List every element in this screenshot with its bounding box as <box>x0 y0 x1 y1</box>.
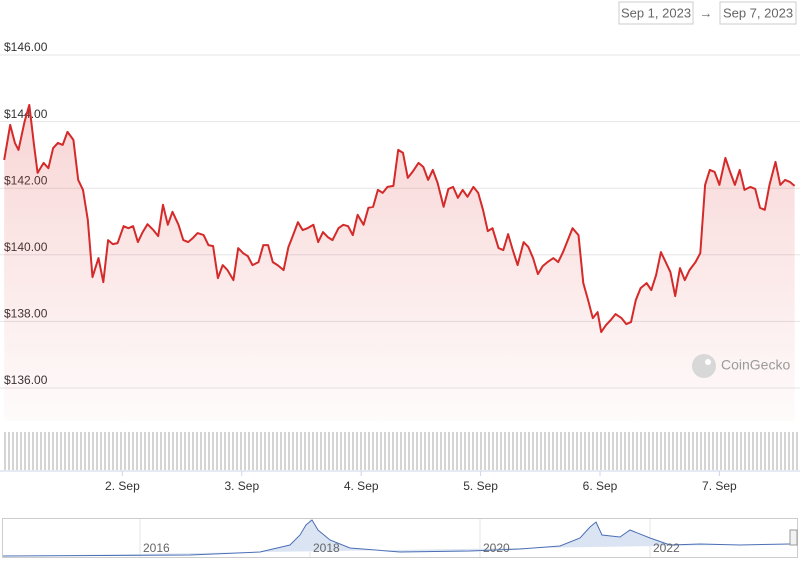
x-tick-label: 7. Sep <box>702 479 737 493</box>
navigator-handle[interactable] <box>789 529 798 546</box>
from-date[interactable]: Sep 1, 2023 <box>621 5 691 20</box>
watermark-text: CoinGecko <box>721 357 790 373</box>
x-tick-label: 5. Sep <box>463 479 498 493</box>
navigator-line <box>2 519 791 557</box>
watermark: CoinGecko <box>692 354 790 378</box>
y-tick-label: $146.00 <box>4 40 48 54</box>
x-tick-label: 4. Sep <box>344 479 379 493</box>
price-area <box>4 104 795 422</box>
navigator-label: 2020 <box>483 541 510 555</box>
plot <box>3 103 796 422</box>
x-tick-label: 2. Sep <box>105 479 140 493</box>
navigator-label: 2016 <box>143 541 170 555</box>
from-box[interactable] <box>618 1 694 25</box>
navigator: 2016 2018 2020 2022 <box>2 518 798 558</box>
to-box[interactable] <box>719 1 797 25</box>
navigator-label: 2018 <box>313 541 340 555</box>
volume-bars <box>3 432 799 470</box>
x-tick-label: 3. Sep <box>224 479 259 493</box>
navigator-label: 2022 <box>653 541 680 555</box>
range-arrow: → <box>700 5 713 20</box>
to-date[interactable]: Sep 7, 2023 <box>723 5 793 20</box>
price-line <box>3 103 796 334</box>
date-range: Sep 1, 2023 → Sep 7, 2023 <box>618 1 797 25</box>
x-tick-label: 6. Sep <box>583 479 618 493</box>
